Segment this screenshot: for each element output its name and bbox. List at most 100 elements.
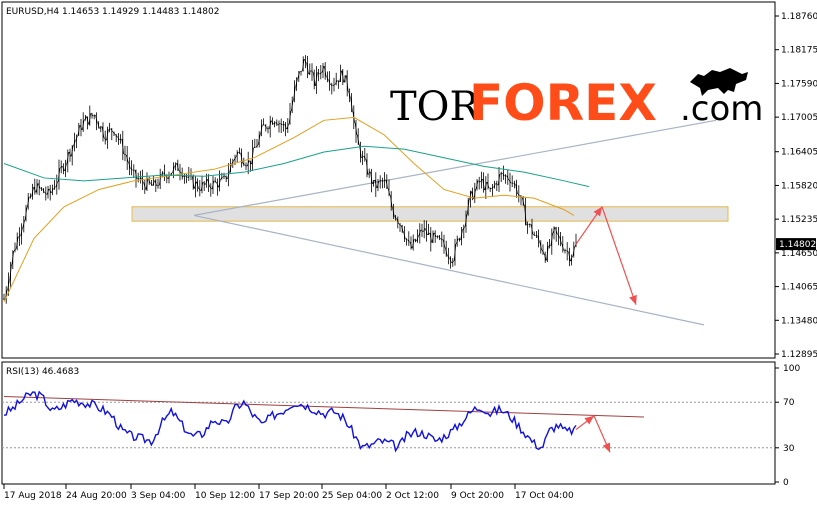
candle-body bbox=[106, 129, 109, 141]
candle-body bbox=[387, 188, 391, 196]
price-tick-label: 1.12895 bbox=[781, 350, 817, 360]
candle-body bbox=[308, 70, 311, 75]
candle-body bbox=[18, 235, 21, 238]
candle-body bbox=[90, 113, 94, 117]
candle-body bbox=[321, 66, 325, 73]
candle-body bbox=[346, 75, 349, 91]
candle-body bbox=[442, 239, 446, 248]
candle-body bbox=[176, 163, 179, 171]
candle-body bbox=[405, 238, 408, 241]
candle-body bbox=[245, 164, 247, 167]
candle-body bbox=[209, 186, 212, 190]
candle-body bbox=[220, 176, 223, 180]
candle-body bbox=[13, 248, 17, 252]
price-tick-label: 1.15820 bbox=[781, 181, 817, 191]
candle-body bbox=[348, 90, 351, 98]
candle-body bbox=[86, 116, 89, 125]
candle-body bbox=[526, 223, 529, 226]
candle-body bbox=[71, 145, 74, 157]
candle-body bbox=[242, 163, 245, 166]
candle-body bbox=[330, 84, 333, 87]
candle-body bbox=[27, 197, 30, 208]
candle-body bbox=[401, 225, 404, 232]
candle-body bbox=[77, 125, 80, 136]
resistance-zone bbox=[131, 206, 729, 222]
candle-body bbox=[383, 179, 386, 182]
candle-body bbox=[88, 113, 91, 125]
candle-body bbox=[104, 137, 107, 141]
logo-text-tor: TOR bbox=[390, 84, 481, 130]
candle-body bbox=[53, 186, 56, 189]
time-tick-label: 17 Oct 04:00 bbox=[515, 491, 574, 501]
candle-body bbox=[524, 205, 527, 226]
candle-body bbox=[40, 187, 43, 190]
candle-body bbox=[282, 123, 285, 126]
candle-body bbox=[143, 183, 146, 190]
candle-body bbox=[304, 59, 307, 64]
candle-body bbox=[475, 180, 479, 189]
candle-body bbox=[205, 179, 208, 185]
candle-body bbox=[370, 171, 373, 184]
bull-icon bbox=[690, 68, 748, 96]
candle-body bbox=[64, 163, 67, 171]
price-tick-label: 1.15235 bbox=[781, 215, 817, 225]
candle-body bbox=[431, 232, 435, 243]
price-tick-label: 1.13480 bbox=[781, 316, 817, 326]
candle-body bbox=[38, 183, 41, 189]
price-tick-label: 1.17005 bbox=[781, 113, 817, 123]
candle-body bbox=[372, 179, 375, 184]
rsi-tick-label: 30 bbox=[783, 444, 795, 454]
candle-body bbox=[73, 140, 76, 147]
candle-body bbox=[420, 229, 424, 232]
candle-body bbox=[464, 214, 468, 227]
candle-body bbox=[249, 160, 252, 165]
candle-body bbox=[363, 156, 366, 160]
candle-body bbox=[513, 182, 516, 185]
time-tick-label: 9 Oct 20:00 bbox=[451, 491, 504, 501]
candle-body bbox=[218, 178, 221, 188]
candle-body bbox=[502, 172, 505, 177]
candle-body bbox=[275, 122, 278, 126]
rsi-header: RSI(13) 46.4683 bbox=[6, 367, 79, 377]
price-tick-label: 1.14065 bbox=[781, 283, 817, 293]
candle-body bbox=[154, 180, 157, 187]
candle-body bbox=[203, 182, 206, 185]
rsi-tick-label: 0 bbox=[783, 478, 789, 488]
projection-arrow-down-head bbox=[629, 294, 637, 305]
candle-body bbox=[233, 156, 237, 161]
rsi-tick-label: 100 bbox=[783, 364, 800, 374]
candle-body bbox=[115, 134, 118, 137]
candle-body bbox=[159, 174, 162, 186]
candle-body bbox=[51, 188, 54, 193]
candle-body bbox=[337, 80, 340, 83]
rsi-line bbox=[3, 390, 577, 453]
candle-body bbox=[271, 120, 274, 125]
candle-body bbox=[126, 154, 129, 162]
candle-body bbox=[544, 253, 547, 261]
candle-body bbox=[181, 172, 184, 178]
candle-body bbox=[328, 79, 331, 86]
candle-body bbox=[416, 235, 419, 242]
time-tick-label: 17 Sep 20:00 bbox=[259, 491, 319, 501]
candle-body bbox=[414, 239, 417, 242]
candle-body bbox=[429, 232, 432, 243]
candle-body bbox=[469, 191, 472, 200]
candle-body bbox=[550, 232, 553, 246]
time-tick-label: 24 Aug 20:00 bbox=[66, 491, 127, 501]
candle-body bbox=[95, 115, 98, 123]
candle-body bbox=[35, 183, 39, 193]
candle-body bbox=[251, 147, 254, 165]
candle-body bbox=[326, 76, 329, 81]
candle-body bbox=[317, 72, 320, 75]
candle-body bbox=[222, 175, 226, 178]
candle-body bbox=[365, 159, 369, 175]
time-tick-label: 10 Sep 12:00 bbox=[195, 491, 255, 501]
candle-body bbox=[31, 187, 34, 197]
candle-body bbox=[385, 179, 388, 189]
candle-body bbox=[396, 218, 399, 225]
candle-body bbox=[297, 71, 300, 79]
candle-body bbox=[236, 152, 239, 157]
candle-body bbox=[277, 123, 281, 126]
last-price-marker bbox=[776, 238, 816, 251]
candle-body bbox=[539, 242, 542, 251]
